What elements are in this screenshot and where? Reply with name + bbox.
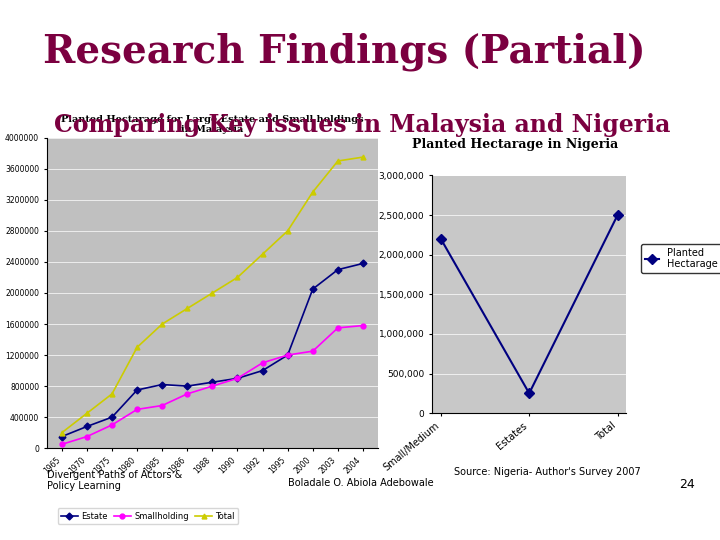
Estate [158, 381, 166, 388]
Total [308, 189, 317, 195]
Smallholding [158, 402, 166, 409]
Total [58, 429, 66, 436]
Line: Total: Total [60, 154, 365, 435]
Smallholding [308, 348, 317, 354]
Smallholding [333, 325, 342, 331]
Y-axis label: Planted Area (Hectares mil): Planted Area (Hectares mil) [0, 233, 2, 353]
Estate [183, 383, 192, 389]
Estate [359, 260, 367, 267]
Total [158, 321, 166, 327]
Text: Divergent Paths of Actors &
Policy Learning: Divergent Paths of Actors & Policy Learn… [47, 470, 182, 491]
Smallholding [233, 375, 242, 382]
Line: Smallholding: Smallholding [60, 323, 365, 447]
Estate [333, 266, 342, 273]
Legend: Planted
Hectarage: Planted Hectarage [641, 244, 720, 273]
Smallholding [208, 383, 217, 389]
Total [359, 154, 367, 160]
Planted
Hectarage [525, 390, 534, 396]
Text: Research Findings (Partial): Research Findings (Partial) [43, 32, 646, 71]
Text: Source: Nigeria- Author's Survey 2007: Source: Nigeria- Author's Survey 2007 [454, 467, 640, 477]
Total [333, 158, 342, 164]
Estate [284, 352, 292, 359]
Estate [308, 286, 317, 292]
Planted
Hectarage [613, 212, 622, 218]
Total [284, 228, 292, 234]
Total [233, 274, 242, 281]
Line: Planted
Hectarage: Planted Hectarage [437, 212, 621, 397]
Total [183, 305, 192, 312]
Estate [258, 367, 267, 374]
Line: Estate: Estate [60, 261, 365, 439]
Smallholding [359, 322, 367, 329]
Estate [83, 423, 91, 430]
Title: Planted Hectarage for Large Estate and Small holdings
in Malaysia: Planted Hectarage for Large Estate and S… [61, 114, 364, 134]
Total [132, 344, 141, 350]
Text: Boladale O. Abiola Adebowale: Boladale O. Abiola Adebowale [288, 478, 433, 488]
Total [258, 251, 267, 258]
Smallholding [83, 433, 91, 440]
Planted
Hectarage [436, 235, 445, 242]
Text: Planted Hectarage in Nigeria: Planted Hectarage in Nigeria [412, 138, 618, 151]
Smallholding [258, 360, 267, 366]
Text: Comparing Key issues in Malaysia and Nigeria: Comparing Key issues in Malaysia and Nig… [54, 113, 670, 137]
Total [108, 390, 117, 397]
Legend: Estate, Smallholding, Total: Estate, Smallholding, Total [58, 508, 238, 524]
Text: 24: 24 [679, 478, 695, 491]
Smallholding [58, 441, 66, 448]
Total [83, 410, 91, 416]
Estate [208, 379, 217, 386]
Estate [108, 414, 117, 420]
Estate [132, 387, 141, 393]
Total [208, 289, 217, 296]
Estate [233, 375, 242, 382]
Estate [58, 433, 66, 440]
Smallholding [132, 406, 141, 413]
Smallholding [284, 352, 292, 359]
Smallholding [183, 390, 192, 397]
Smallholding [108, 422, 117, 428]
